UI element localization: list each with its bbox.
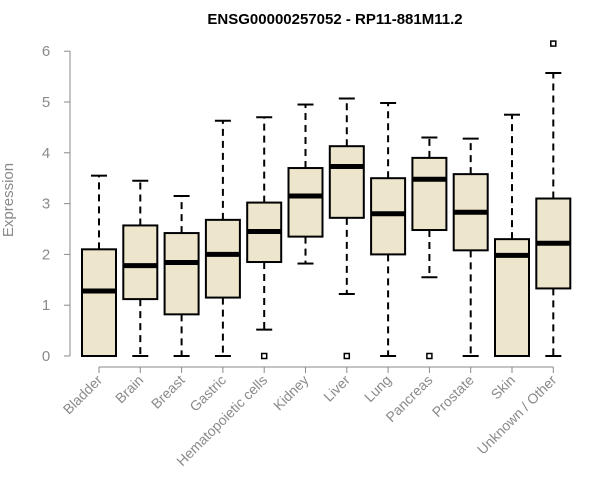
box-group-breast [163,194,200,357]
x-tick-label-brain: Brain [112,372,146,406]
box-group-hematopoietic-cells [246,116,283,360]
box-group-lung [370,102,407,357]
box [163,232,200,316]
outlier-point [343,352,351,360]
box [328,145,365,219]
box [81,248,117,358]
box [204,218,241,299]
outlier-point [426,352,433,360]
x-tick-label-breast: Breast [148,372,188,412]
y-tick-label: 4 [42,145,50,162]
x-tick-label-lung: Lung [361,372,394,405]
box-group-gastric [204,119,241,357]
box [122,224,159,301]
y-tick-label: 6 [42,43,50,60]
box-group-unknown-other [535,40,572,357]
outlier-point [260,352,268,360]
y-ticks: 0 1 2 3 4 5 6 [42,43,70,365]
box [494,238,530,357]
box-group-pancreas [411,136,448,360]
y-tick-label: 1 [42,297,50,314]
box [411,156,448,232]
y-tick-label: 3 [42,196,50,213]
x-tick-label-kidney: Kidney [270,372,312,414]
y-tick-label: 5 [42,94,50,111]
x-tick-label-prostate: Prostate [429,372,477,420]
box-group-bladder [81,174,117,358]
boxes [81,40,572,360]
box-group-liver [328,97,365,360]
x-tick-label-bladder: Bladder [60,372,106,418]
outlier-point [550,40,557,47]
x-tick-label-liver: Liver [320,372,353,405]
x-tick-label-skin: Skin [488,372,519,403]
box-group-prostate [452,137,489,357]
box-group-skin [494,113,530,357]
chart-title: ENSG00000257052 - RP11-881M11.2 [207,11,462,28]
box-group-kidney [287,103,324,265]
y-tick-label: 0 [42,348,50,365]
box [370,177,407,256]
y-axis-label: Expression [0,163,17,237]
y-tick-label: 2 [42,246,50,263]
box-group-brain [122,179,159,357]
box [287,167,324,238]
